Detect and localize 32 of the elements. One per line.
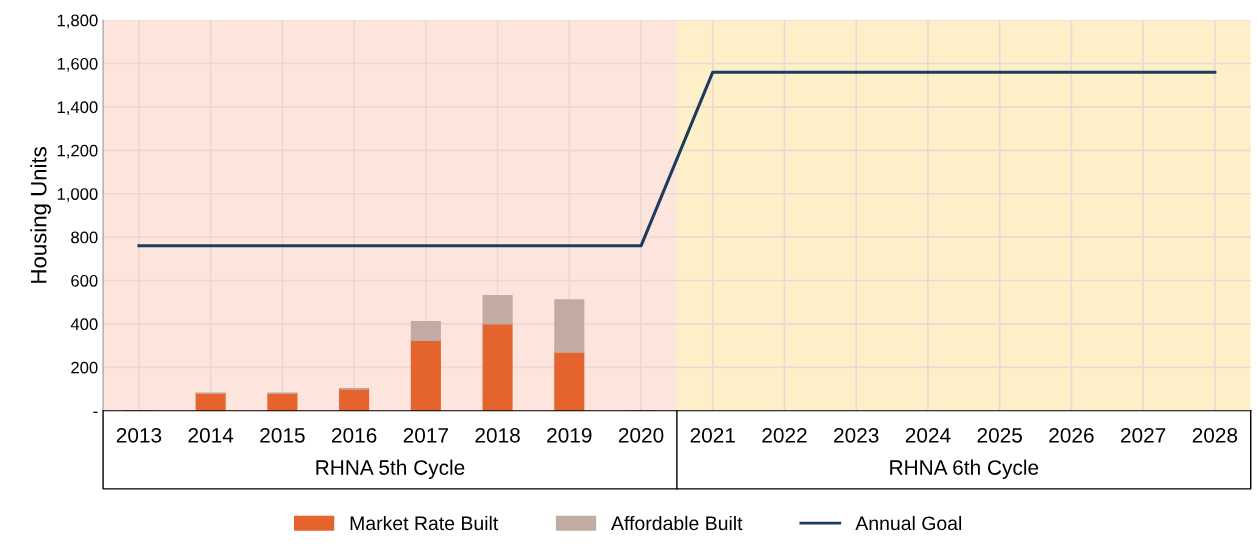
x-tick-label: 2024 [905, 427, 951, 443]
x-tick-label: 2023 [834, 427, 879, 443]
y-tick-label: 1,400 [57, 101, 98, 116]
x-tick-label: 2025 [977, 427, 1022, 443]
y-axis-title: Housing Units [30, 147, 51, 283]
band-label: RHNA 6th Cycle [890, 459, 1039, 480]
x-tick-label: 2026 [1049, 427, 1094, 443]
x-tick-label: 2014 [188, 427, 234, 443]
x-tick-label: 2017 [403, 427, 448, 443]
x-tick-label: 2022 [762, 427, 807, 443]
y-tick-label: 1,200 [57, 144, 98, 159]
x-tick-label: 2028 [1192, 427, 1238, 443]
y-tick-label: 200 [71, 361, 98, 374]
y-tick-label: 1,000 [57, 188, 98, 202]
x-tick-label: 2016 [332, 427, 377, 443]
legend-label: Annual Goal [855, 515, 962, 531]
y-tick-label: 400 [70, 318, 98, 331]
x-tick-label: 2013 [116, 427, 162, 443]
x-tick-label: 2015 [260, 427, 305, 443]
band-label: RHNA 5th Cycle [316, 459, 465, 480]
y-tick-label: 1,800 [57, 14, 98, 29]
y-tick-label: 800 [71, 231, 98, 244]
x-tick-label: 2019 [547, 427, 592, 443]
x-tick-label: 2020 [618, 427, 664, 443]
y-tick-label: 600 [71, 274, 98, 287]
y-tick-label: - [93, 411, 98, 413]
x-tick-label: 2018 [475, 427, 520, 443]
x-tick-label: 2027 [1121, 427, 1166, 443]
legend-label: Affordable Built [611, 515, 743, 531]
y-tick-label: 1,600 [57, 57, 98, 72]
x-tick-label: 2021 [690, 427, 735, 443]
legend-label: Market Rate Built [350, 515, 499, 531]
